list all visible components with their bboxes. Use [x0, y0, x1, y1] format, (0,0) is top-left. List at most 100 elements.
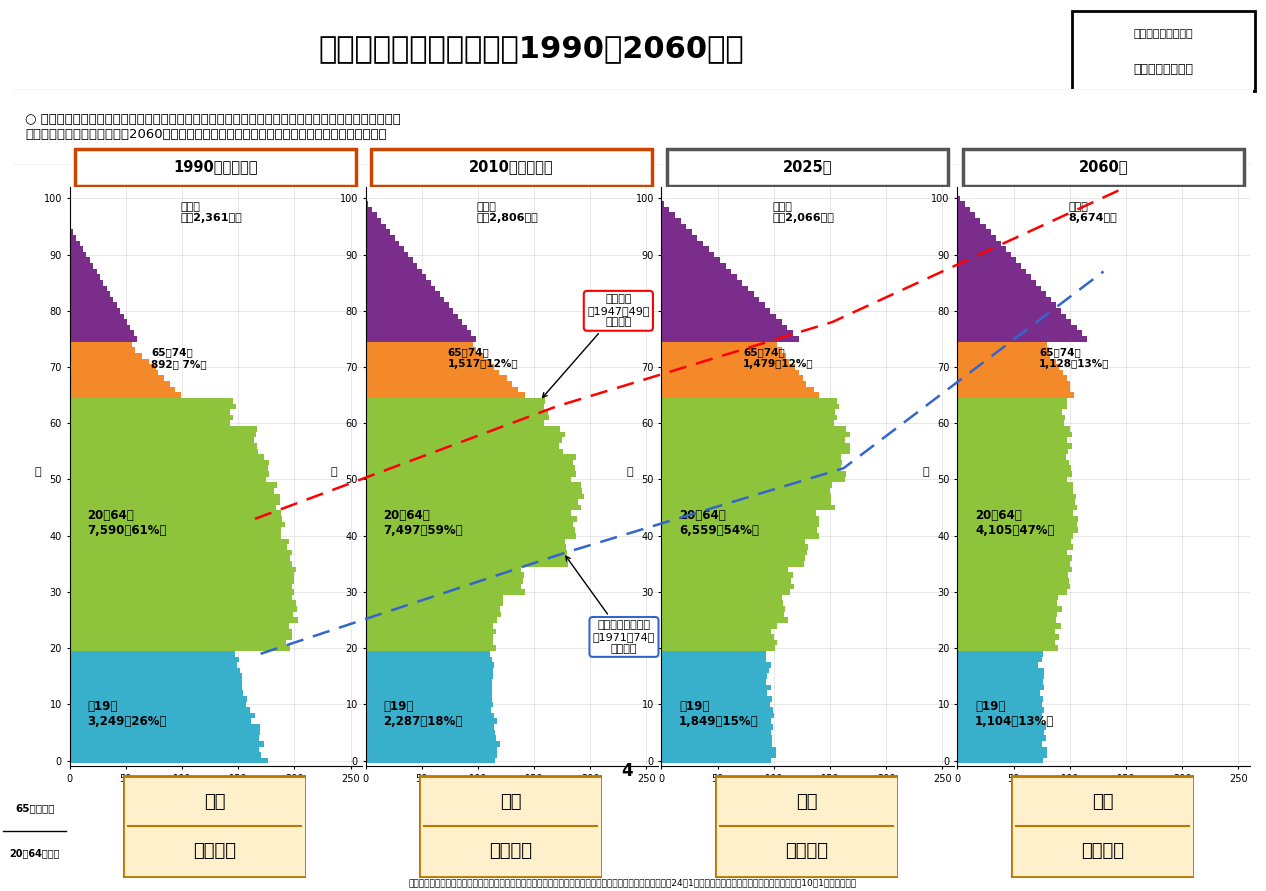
- Bar: [366, 595, 503, 601]
- Bar: [957, 584, 1070, 589]
- Bar: [957, 611, 1057, 617]
- Bar: [661, 471, 846, 477]
- Bar: [366, 229, 390, 235]
- Bar: [366, 224, 386, 229]
- Bar: [661, 657, 766, 662]
- Bar: [957, 443, 1072, 448]
- Text: 〜19歳
1,104（13%）: 〜19歳 1,104（13%）: [975, 700, 1055, 728]
- Bar: [957, 674, 1044, 679]
- Bar: [661, 263, 725, 269]
- Bar: [957, 718, 1041, 724]
- Bar: [366, 640, 492, 645]
- Bar: [957, 628, 1056, 634]
- Text: 20〜64歳
6,559（54%）: 20〜64歳 6,559（54%）: [679, 509, 758, 537]
- Text: 〜19歳
2,287（18%）: 〜19歳 2,287（18%）: [384, 700, 462, 728]
- Bar: [366, 392, 525, 398]
- Bar: [366, 336, 476, 342]
- Bar: [661, 752, 776, 758]
- Bar: [366, 657, 492, 662]
- Bar: [661, 392, 819, 398]
- Bar: [366, 505, 581, 511]
- Bar: [661, 662, 771, 668]
- Bar: [661, 713, 775, 718]
- Bar: [366, 567, 520, 572]
- Bar: [957, 488, 1072, 494]
- Bar: [366, 628, 496, 634]
- Bar: [661, 645, 775, 651]
- Bar: [70, 269, 96, 274]
- Bar: [661, 707, 772, 713]
- Bar: [661, 308, 771, 314]
- Bar: [366, 437, 562, 443]
- Bar: [366, 752, 498, 758]
- Bar: [70, 662, 238, 668]
- Text: １人: １人: [500, 793, 522, 811]
- Bar: [70, 392, 181, 398]
- Bar: [70, 280, 104, 285]
- Bar: [70, 684, 242, 691]
- Bar: [957, 415, 1065, 421]
- Bar: [366, 684, 492, 691]
- Bar: [366, 718, 498, 724]
- Bar: [957, 606, 1062, 611]
- Bar: [70, 285, 106, 291]
- Bar: [70, 606, 298, 611]
- Bar: [957, 426, 1070, 432]
- Bar: [957, 212, 975, 218]
- Bar: [661, 218, 681, 224]
- Bar: [661, 280, 742, 285]
- Bar: [70, 555, 290, 561]
- Bar: [366, 601, 504, 606]
- Bar: [70, 302, 116, 308]
- Bar: [366, 331, 471, 336]
- Bar: [661, 718, 771, 724]
- Bar: [70, 696, 247, 701]
- Bar: [70, 584, 292, 589]
- Bar: [661, 640, 777, 645]
- Bar: [661, 494, 832, 499]
- Bar: [366, 589, 524, 595]
- Bar: [661, 482, 833, 488]
- Bar: [70, 454, 263, 460]
- Bar: [366, 409, 548, 415]
- Bar: [661, 409, 834, 415]
- Bar: [957, 224, 985, 229]
- Text: 〜19歳
1,849（15%）: 〜19歳 1,849（15%）: [679, 700, 758, 728]
- Bar: [70, 274, 100, 280]
- Text: ５．１人: ５．１人: [194, 842, 237, 860]
- Bar: [70, 567, 296, 572]
- Bar: [366, 263, 418, 269]
- Bar: [957, 235, 995, 241]
- Bar: [70, 235, 76, 241]
- Bar: [70, 691, 243, 696]
- Bar: [957, 257, 1015, 263]
- Bar: [70, 538, 289, 544]
- Bar: [957, 392, 1075, 398]
- Bar: [661, 207, 670, 212]
- Bar: [70, 331, 134, 336]
- Text: 〜19歳
3,249（26%）: 〜19歳 3,249（26%）: [87, 700, 167, 728]
- Bar: [366, 651, 490, 657]
- Bar: [957, 696, 1043, 701]
- Bar: [366, 713, 494, 718]
- Bar: [661, 735, 772, 741]
- Bar: [661, 634, 774, 640]
- Bar: [661, 674, 767, 679]
- Bar: [661, 516, 819, 521]
- FancyBboxPatch shape: [1010, 776, 1194, 877]
- Bar: [661, 443, 849, 448]
- Bar: [957, 623, 1061, 628]
- Bar: [661, 701, 770, 707]
- Bar: [366, 494, 584, 499]
- Bar: [957, 398, 1067, 404]
- Bar: [366, 758, 495, 764]
- Bar: [366, 707, 491, 713]
- Bar: [957, 269, 1025, 274]
- Bar: [661, 741, 772, 747]
- Bar: [957, 561, 1070, 567]
- Bar: [366, 538, 565, 544]
- Bar: [957, 589, 1067, 595]
- Bar: [957, 460, 1069, 465]
- Bar: [957, 747, 1047, 752]
- Bar: [366, 285, 436, 291]
